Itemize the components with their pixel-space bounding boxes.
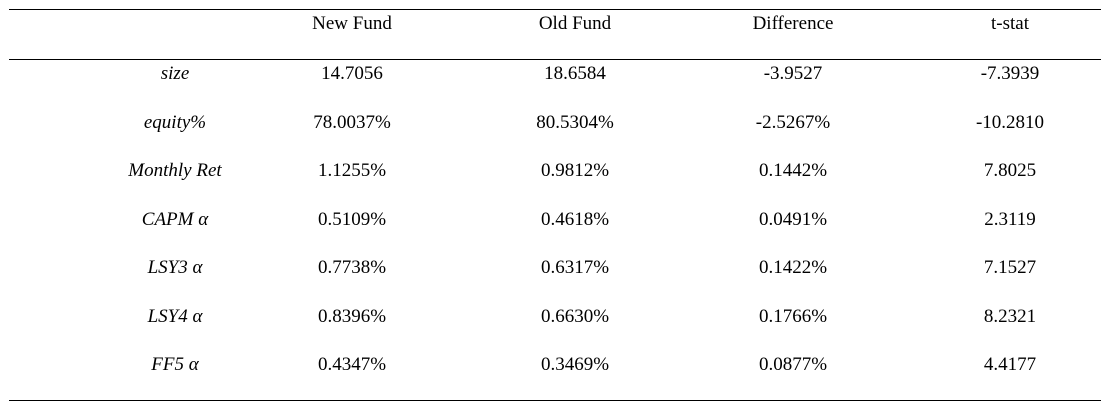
cell-difference: 0.1442% — [758, 160, 828, 181]
cell-new-fund: 78.0037% — [313, 112, 391, 133]
cell-new-fund: 14.7056 — [321, 63, 383, 84]
comparison-table: New Fund Old Fund Difference t-stat size… — [9, 9, 1101, 401]
table-row: Monthly Ret 1.1255% 0.9812% 0.1442% 7.80… — [9, 156, 1101, 186]
cell-old-fund: 0.3469% — [540, 354, 610, 375]
table-row: equity% 78.0037% 80.5304% -2.5267% -10.2… — [9, 108, 1101, 138]
row-label: CAPM α — [141, 209, 209, 230]
cell-difference: -3.9527 — [763, 63, 823, 84]
row-label: equity% — [143, 112, 207, 133]
cell-old-fund: 18.6584 — [544, 63, 606, 84]
cell-t-stat: 7.1527 — [983, 257, 1037, 278]
cell-difference: 0.0877% — [758, 354, 828, 375]
cell-old-fund: 0.6317% — [540, 257, 610, 278]
cell-t-stat: 8.2321 — [983, 306, 1037, 327]
table-bottom-rule — [9, 400, 1101, 401]
cell-new-fund: 0.5109% — [317, 209, 387, 230]
table-row: LSY3 α 0.7738% 0.6317% 0.1422% 7.1527 — [9, 253, 1101, 283]
cell-old-fund: 0.9812% — [540, 160, 610, 181]
cell-t-stat: 2.3119 — [984, 209, 1036, 230]
cell-t-stat: 4.4177 — [983, 354, 1037, 375]
table-row: size 14.7056 18.6584 -3.9527 -7.3939 — [9, 59, 1101, 89]
cell-difference: -2.5267% — [755, 112, 831, 133]
table-top-rule — [9, 9, 1101, 10]
cell-new-fund: 1.1255% — [317, 160, 387, 181]
cell-old-fund: 80.5304% — [536, 112, 614, 133]
row-label: LSY4 α — [147, 306, 203, 327]
header-cell-difference: Difference — [752, 13, 834, 34]
cell-t-stat: 7.8025 — [983, 160, 1037, 181]
cell-difference: 0.1766% — [758, 306, 828, 327]
row-label: LSY3 α — [147, 257, 203, 278]
table-header-rule — [9, 59, 1101, 60]
row-label: Monthly Ret — [128, 160, 222, 181]
cell-t-stat: -7.3939 — [980, 63, 1040, 84]
cell-new-fund: 0.8396% — [317, 306, 387, 327]
row-label: FF5 α — [151, 354, 199, 375]
header-cell-old-fund: Old Fund — [538, 13, 612, 34]
table-row: LSY4 α 0.8396% 0.6630% 0.1766% 8.2321 — [9, 302, 1101, 332]
cell-old-fund: 0.6630% — [540, 306, 610, 327]
cell-new-fund: 0.4347% — [317, 354, 387, 375]
row-label: size — [160, 63, 190, 84]
cell-difference: 0.1422% — [758, 257, 828, 278]
cell-new-fund: 0.7738% — [317, 257, 387, 278]
table-row: CAPM α 0.5109% 0.4618% 0.0491% 2.3119 — [9, 205, 1101, 235]
table-row: FF5 α 0.4347% 0.3469% 0.0877% 4.4177 — [9, 350, 1101, 380]
cell-old-fund: 0.4618% — [540, 209, 610, 230]
cell-t-stat: -10.2810 — [975, 112, 1045, 133]
header-cell-new-fund: New Fund — [312, 13, 392, 34]
header-cell-t-stat: t-stat — [991, 13, 1029, 34]
cell-difference: 0.0491% — [758, 209, 828, 230]
table-header-row: New Fund Old Fund Difference t-stat — [9, 9, 1101, 39]
